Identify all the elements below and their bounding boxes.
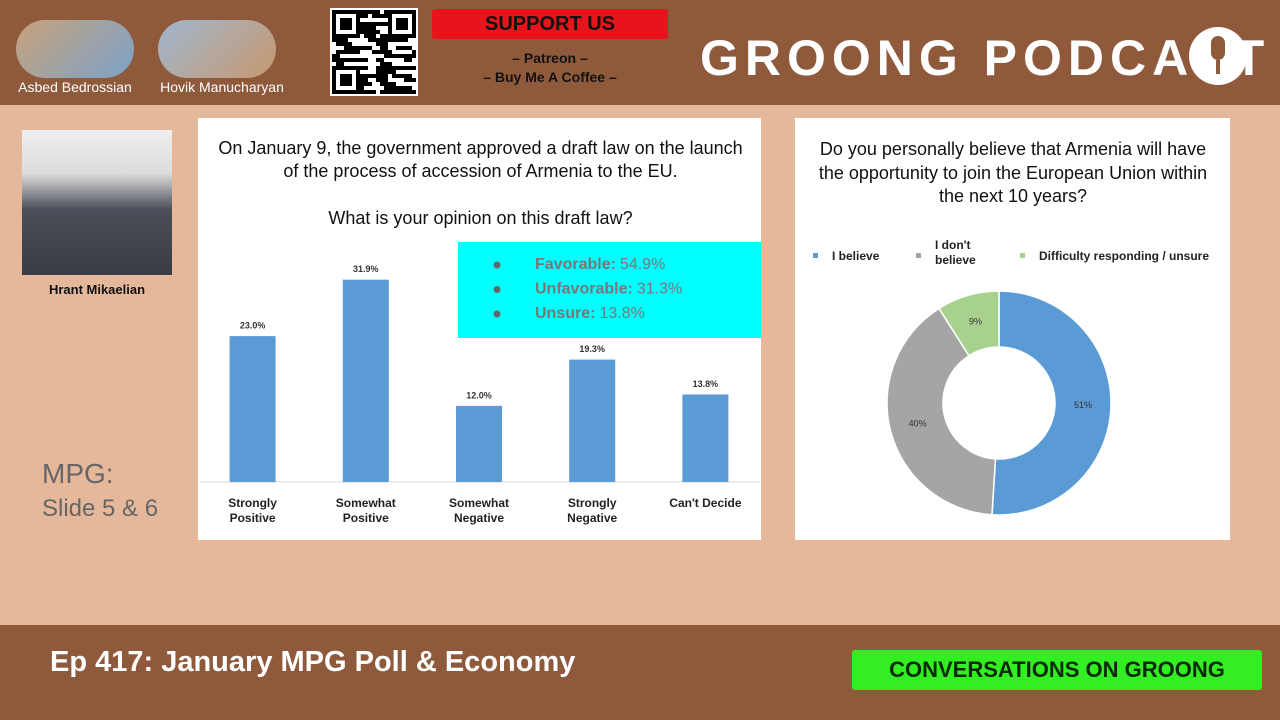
annotation: Unsure: 13.8% bbox=[535, 305, 645, 322]
annotation-label: Favorable: bbox=[535, 256, 616, 273]
annotation-label: Unsure: bbox=[535, 305, 595, 322]
logo bbox=[1189, 27, 1247, 85]
chart-title: Do you personally believe that Armenia w… bbox=[818, 139, 1208, 206]
slide-note: MPG: bbox=[42, 458, 114, 489]
host-name: Hovik Manucharyan bbox=[160, 79, 284, 95]
data-label: 9% bbox=[969, 317, 982, 327]
annotation-box bbox=[458, 242, 761, 338]
annotation: Unfavorable: 31.3% bbox=[535, 281, 682, 298]
bar bbox=[342, 279, 389, 482]
bar bbox=[682, 394, 729, 482]
bar bbox=[569, 359, 616, 482]
annotation-value: 54.9% bbox=[620, 256, 665, 273]
episode-title: Ep 417: January MPG Poll & Economy bbox=[50, 646, 576, 678]
host-photo bbox=[16, 20, 134, 78]
annotation-value: 31.3% bbox=[637, 281, 682, 298]
donut-segment bbox=[886, 307, 997, 516]
legend-swatch bbox=[1020, 253, 1025, 258]
data-label: 31.9% bbox=[353, 264, 379, 274]
data-label: 23.0% bbox=[240, 320, 266, 330]
donut-segment bbox=[937, 290, 1000, 357]
host-name: Asbed Bedrossian bbox=[18, 79, 132, 95]
x-tick-label: Somewhat Negative bbox=[448, 496, 509, 525]
bar bbox=[456, 405, 502, 482]
x-tick-label: Can't Decide bbox=[669, 496, 742, 510]
legend-swatch bbox=[813, 253, 818, 258]
data-label: 13.8% bbox=[693, 379, 719, 389]
chart-title: On January 9, the government approved a … bbox=[218, 138, 743, 181]
data-label: 12.0% bbox=[466, 390, 492, 400]
legend-label: Difficulty responding / unsure bbox=[1039, 249, 1210, 263]
show-badge: CONVERSATIONS ON GROONG bbox=[852, 650, 1262, 690]
bullet bbox=[493, 310, 501, 318]
legend-label: I believe bbox=[832, 249, 880, 263]
brand: GROONG PODCAST bbox=[700, 30, 1271, 86]
annotation-value: 13.8% bbox=[599, 305, 644, 322]
guest-photo bbox=[22, 130, 172, 275]
donut-segment bbox=[991, 290, 1112, 516]
bar bbox=[229, 336, 276, 482]
annotation: Favorable: 54.9% bbox=[535, 256, 665, 273]
x-tick-label: Strongly Negative bbox=[567, 496, 618, 525]
patreon-link[interactable]: – Patreon – bbox=[512, 50, 588, 66]
bullet bbox=[493, 261, 501, 269]
chart-subtitle: What is your opinion on this draft law? bbox=[328, 208, 633, 228]
support-button[interactable]: SUPPORT US bbox=[432, 9, 668, 39]
data-label: 19.3% bbox=[579, 344, 605, 354]
host-photo bbox=[158, 20, 276, 78]
bullet bbox=[493, 286, 501, 293]
x-tick-label: Strongly Positive bbox=[228, 496, 277, 525]
annotation-label: Unfavorable: bbox=[535, 281, 633, 298]
qr-code bbox=[330, 8, 418, 96]
coffee-link[interactable]: – Buy Me A Coffee – bbox=[483, 69, 617, 85]
guest-name: Hrant Mikaelian bbox=[48, 282, 146, 297]
slide-note: Slide 5 & 6 bbox=[42, 495, 159, 522]
data-label: 40% bbox=[909, 418, 927, 428]
legend-label: I don't believe bbox=[935, 238, 976, 267]
x-tick-label: Somewhat Positive bbox=[335, 496, 396, 525]
legend-swatch bbox=[916, 253, 921, 258]
data-label: 51% bbox=[1074, 400, 1092, 410]
